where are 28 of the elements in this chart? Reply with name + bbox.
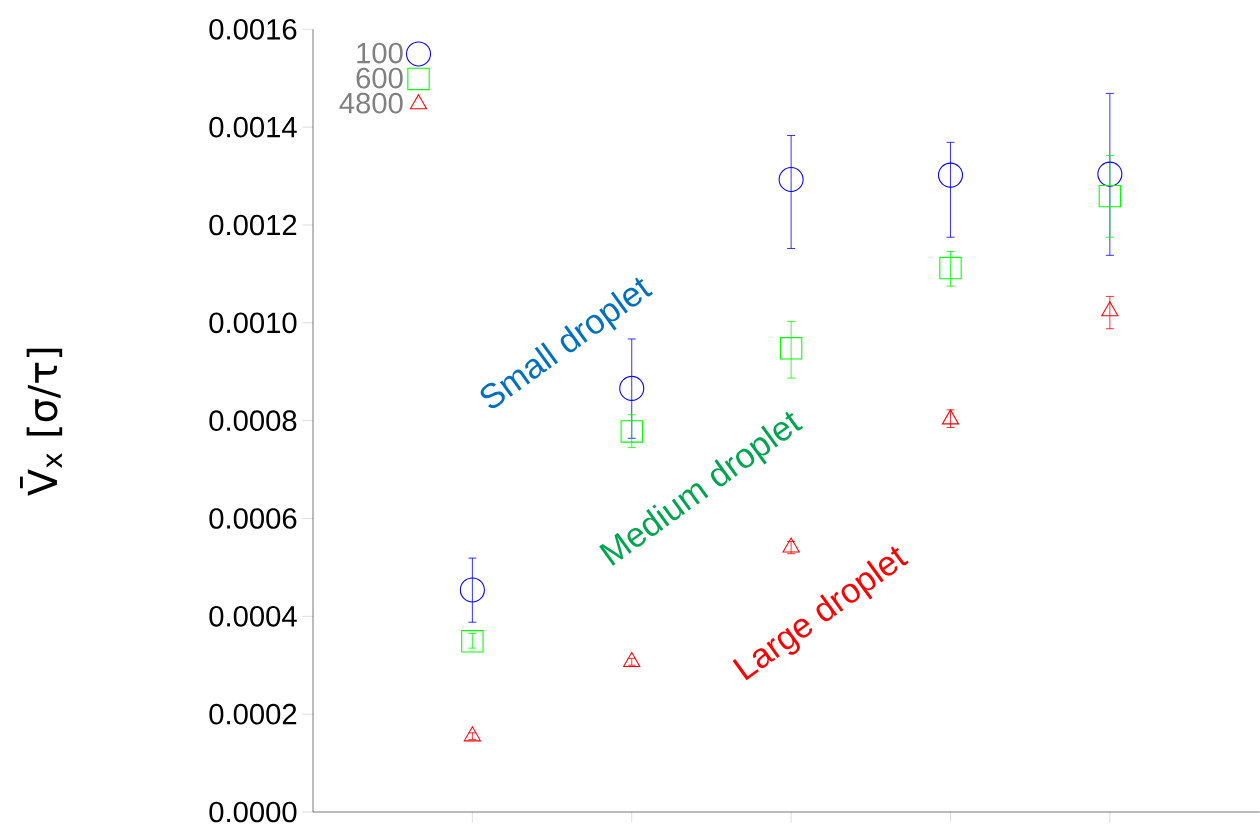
- point: [1098, 184, 1122, 208]
- y-tick-label: 0.0000: [209, 801, 297, 823]
- point: [939, 256, 962, 280]
- point: [463, 726, 481, 742]
- point: [941, 409, 960, 425]
- point: [459, 577, 485, 603]
- y-tick-label: 0.0014: [209, 116, 297, 138]
- y-tick-label: 0.0008: [209, 410, 297, 432]
- point: [1097, 161, 1123, 187]
- point: [623, 651, 641, 668]
- point: [937, 162, 964, 188]
- point: [778, 166, 804, 193]
- y-tick-label: 0.0012: [209, 214, 297, 236]
- point: [461, 630, 484, 653]
- y-tick-label: 0.0010: [209, 312, 297, 334]
- y-tick-label: 0.0006: [209, 508, 297, 529]
- point: [1101, 301, 1119, 317]
- point: [620, 420, 643, 443]
- y-tick-label: 0.0016: [209, 18, 297, 40]
- y-tick-label: 0.0004: [209, 605, 297, 627]
- point: [619, 375, 645, 401]
- legend-label: 100: [357, 42, 403, 64]
- legend-label: 600: [356, 67, 403, 89]
- point: [779, 337, 803, 360]
- y-tick-label: 0.0002: [209, 703, 297, 725]
- y-axis-title: V̄$_{x}$ [σ/τ]: [19, 348, 63, 496]
- point: [782, 537, 800, 553]
- legend-label: 4800: [339, 92, 403, 114]
